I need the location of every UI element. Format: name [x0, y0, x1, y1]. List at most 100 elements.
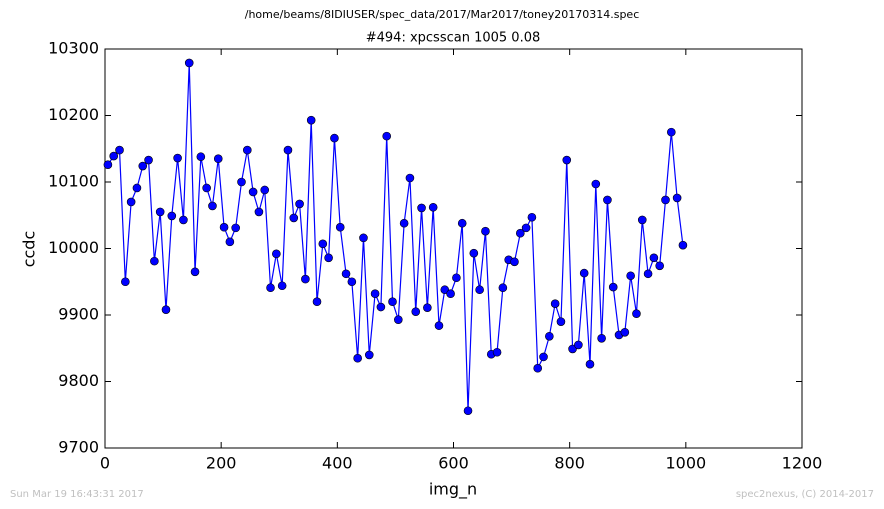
data-point [521, 223, 531, 233]
data-point [109, 151, 119, 161]
data-point [335, 222, 345, 232]
data-point [376, 302, 386, 312]
data-point [341, 269, 351, 279]
data-point [661, 195, 670, 205]
data-point [463, 406, 473, 416]
data-point [173, 153, 182, 163]
data-point [405, 173, 415, 183]
data-point [556, 317, 566, 326]
data-point [103, 160, 113, 170]
x-tick-label: 0 [100, 454, 110, 473]
data-point [678, 240, 688, 250]
data-point [510, 257, 519, 267]
data-point [591, 179, 601, 189]
y-axis-label: ccdc [20, 231, 39, 268]
data-point [585, 359, 595, 369]
data-point [202, 183, 211, 193]
data-point [115, 145, 124, 155]
data-point [225, 237, 235, 247]
data-point [667, 127, 676, 137]
data-point [330, 133, 339, 143]
data-point [289, 213, 299, 223]
data-point [155, 207, 165, 217]
data-point [672, 193, 682, 203]
data-point [306, 115, 316, 125]
data-point [481, 226, 490, 236]
data-point [434, 321, 444, 330]
data-point [213, 154, 223, 164]
data-point [364, 350, 374, 360]
data-point [231, 223, 240, 233]
data-point [121, 277, 130, 287]
data-point [179, 215, 188, 225]
data-point [190, 267, 200, 277]
data-point [219, 222, 229, 232]
x-tick-label: 400 [322, 454, 353, 473]
footer-right: spec2nexus, (C) 2014-2017 [736, 489, 874, 500]
data-point [632, 309, 641, 318]
data-point [423, 303, 432, 312]
data-point [196, 152, 206, 162]
data-point [126, 197, 136, 207]
data-point [208, 201, 217, 211]
data-point [579, 268, 589, 278]
data-point [266, 283, 275, 293]
data-point [527, 212, 537, 222]
data-point [411, 307, 421, 316]
data-point [620, 327, 630, 337]
data-point [243, 145, 252, 155]
data-point [132, 183, 142, 193]
data-point [324, 253, 333, 263]
data-point [318, 239, 328, 249]
data-point [382, 131, 392, 141]
data-point [475, 285, 484, 295]
data-point [399, 218, 409, 228]
data-point [312, 297, 322, 307]
data-point [469, 248, 479, 258]
data-point [283, 145, 293, 155]
x-tick-label: 1200 [782, 454, 823, 473]
data-point [301, 274, 310, 284]
x-tick-label: 600 [438, 454, 469, 473]
data-point [597, 333, 606, 343]
data-point [649, 253, 659, 263]
data-point [574, 340, 583, 350]
data-point [643, 269, 653, 279]
data-point [144, 155, 153, 165]
data-point [167, 211, 177, 221]
data-point [388, 297, 397, 307]
plot-frame [104, 48, 803, 449]
data-point [562, 155, 572, 165]
data-point [138, 161, 148, 171]
data-line [107, 62, 684, 411]
y-tick-label: 10200 [48, 105, 99, 124]
data-point [550, 299, 560, 308]
x-tick-label: 800 [554, 454, 585, 473]
data-point [277, 281, 287, 291]
data-point [260, 185, 270, 195]
y-tick-label: 10100 [48, 172, 99, 191]
data-point [515, 228, 525, 238]
data-point [248, 187, 258, 197]
x-tick-label: 200 [206, 454, 237, 473]
data-point [457, 218, 467, 228]
data-point [446, 289, 455, 299]
y-tick-label: 9900 [58, 305, 99, 324]
x-axis-label: img_n [429, 480, 477, 500]
file-path: /home/beams/8IDIUSER/spec_data/2017/Mar2… [245, 8, 640, 21]
data-point [272, 249, 281, 259]
data-point [254, 207, 264, 217]
data-point [150, 256, 159, 266]
data-point [237, 177, 246, 187]
data-point [184, 58, 194, 68]
data-point [452, 273, 461, 283]
data-point [161, 305, 171, 314]
y-tick-label: 9700 [58, 438, 99, 457]
data-point [428, 202, 438, 212]
data-point [347, 277, 357, 287]
data-point [417, 203, 426, 213]
data-point [394, 315, 403, 324]
data-point [608, 282, 618, 292]
